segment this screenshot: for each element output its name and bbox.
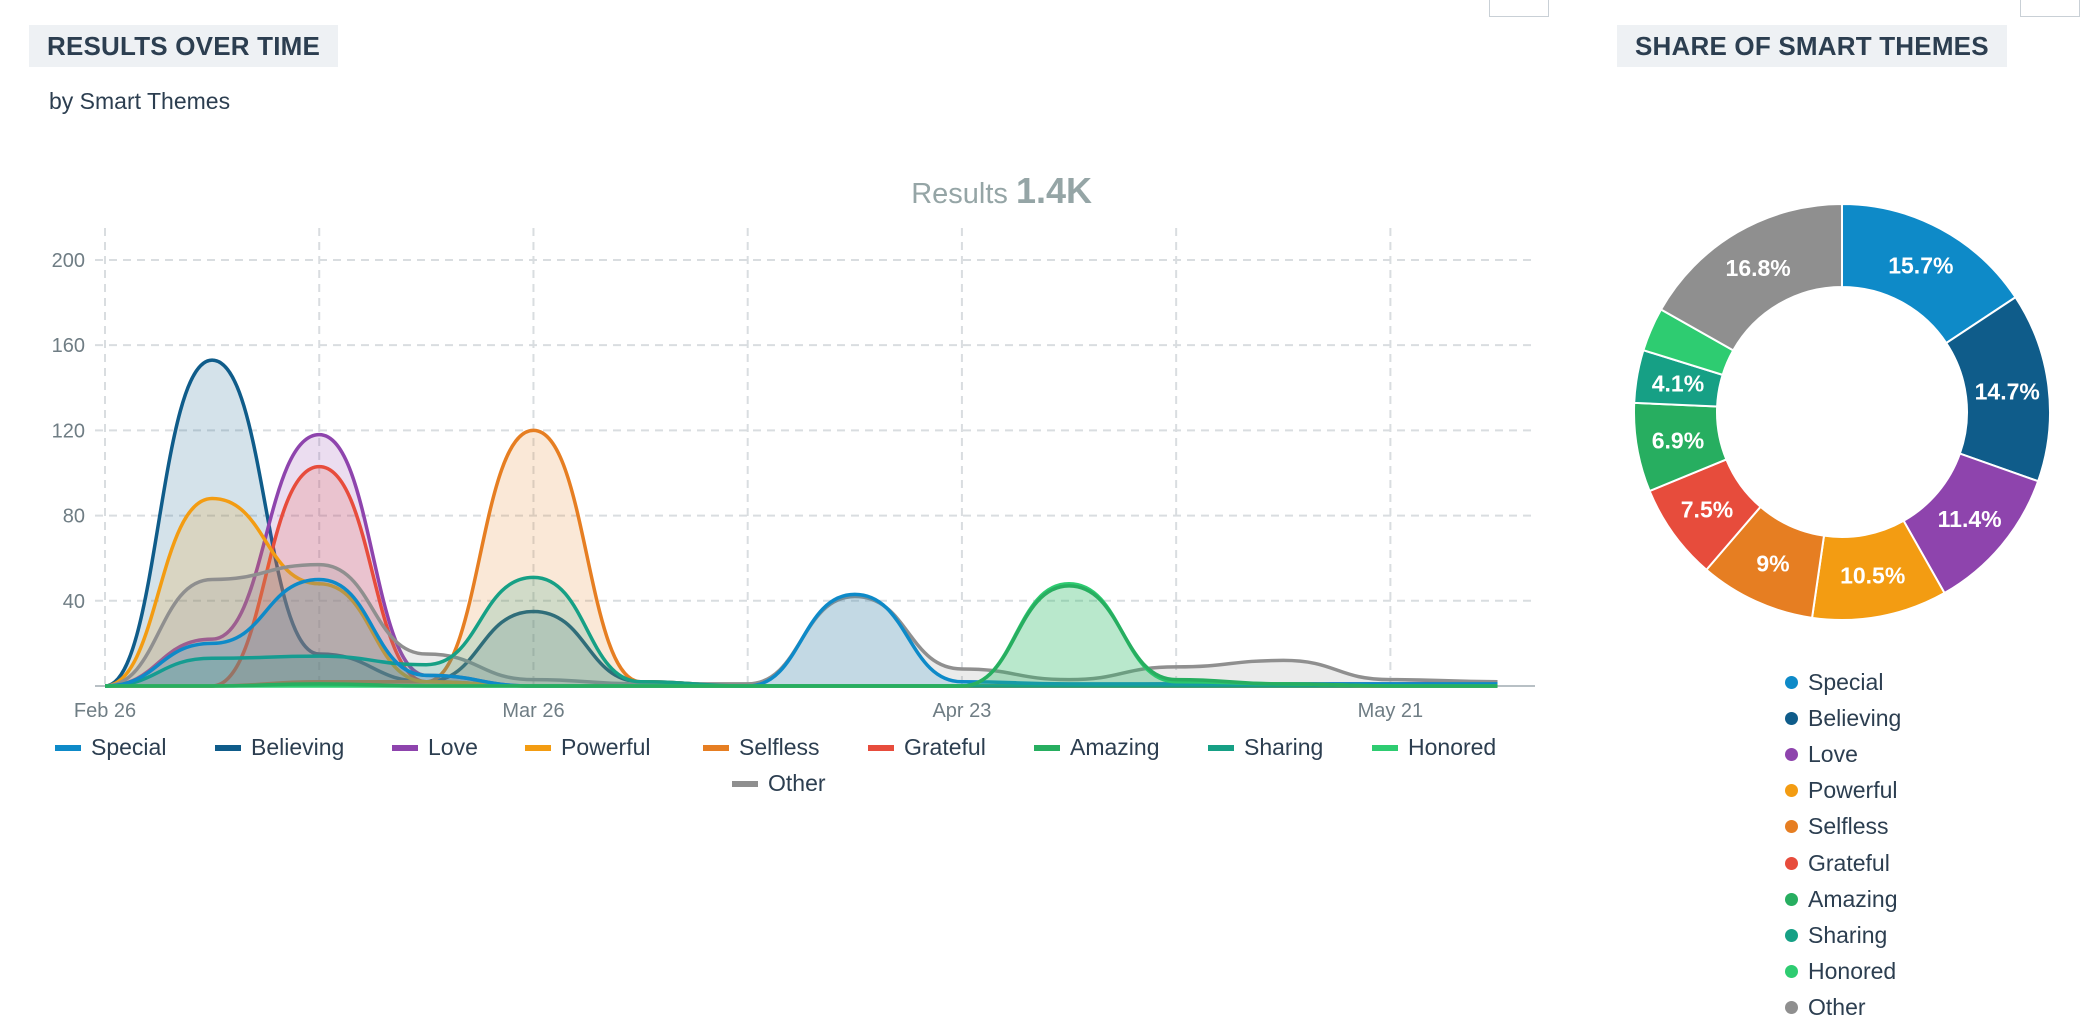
- donut-slice-label: 11.4%: [1938, 506, 2002, 532]
- panel-corner-control-right[interactable]: [2020, 0, 2080, 17]
- legend-dot: [1785, 892, 1798, 906]
- legend-label: Believing: [1808, 704, 1902, 731]
- results-over-time-title: RESULTS OVER TIME: [29, 25, 339, 67]
- legend-swatch: [732, 780, 758, 787]
- y-tick-label: 200: [52, 250, 85, 272]
- series-amazing: [105, 584, 1498, 688]
- legend-label: Honored: [1408, 734, 1497, 760]
- donut-legend-item-special[interactable]: Special: [1785, 664, 1901, 700]
- y-tick-label: 160: [52, 335, 85, 357]
- y-tick-label: 80: [63, 506, 85, 528]
- legend-label: Sharing: [1244, 734, 1324, 760]
- chart-grid: 40 80 120 160 200: [52, 228, 1535, 686]
- legend-item-love[interactable]: Love: [392, 734, 478, 761]
- series-area-powerful: [105, 498, 1498, 686]
- legend-swatch: [703, 744, 729, 751]
- series-area-special: [105, 579, 1498, 686]
- legend-label: Special: [1808, 668, 1884, 695]
- share-of-smart-themes-title: SHARE OF SMART THEMES: [1617, 25, 2007, 67]
- donut-slice-label: 15.7%: [1888, 252, 1953, 278]
- x-tick-label: Feb 26: [74, 700, 136, 722]
- donut-legend-item-honored[interactable]: Honored: [1785, 954, 1901, 990]
- legend-item-special[interactable]: Special: [55, 734, 166, 761]
- legend-item-grateful[interactable]: Grateful: [868, 734, 986, 761]
- donut-legend-item-selfless[interactable]: Selfless: [1785, 809, 1901, 845]
- legend-item-powerful[interactable]: Powerful: [525, 734, 650, 761]
- donut-slice-label: 4.1%: [1652, 370, 1704, 396]
- legend-swatch: [868, 744, 894, 751]
- donut-slice-other[interactable]: [1659, 202, 1843, 352]
- legend-label: Other: [768, 770, 826, 796]
- donut-legend-item-believing[interactable]: Believing: [1785, 700, 1901, 736]
- legend-dot: [1785, 928, 1798, 942]
- donut-legend-item-love[interactable]: Love: [1785, 736, 1901, 772]
- series-line-amazing: [105, 584, 1498, 688]
- donut-slice-label: 14.7%: [1975, 379, 2040, 405]
- donut-legend-item-powerful[interactable]: Powerful: [1785, 773, 1901, 809]
- legend-label: Grateful: [904, 734, 986, 760]
- results-over-time-chart: 40 80 120 160 200 Feb 26 Mar 26 Apr 23 May 21: [52, 228, 1535, 722]
- legend-dot: [1785, 675, 1798, 689]
- legend-label: Believing: [251, 734, 345, 760]
- legend-label: Sharing: [1808, 921, 1888, 948]
- results-total-label: Results: [911, 178, 1008, 210]
- legend-dot: [1785, 820, 1798, 834]
- legend-swatch: [1372, 744, 1398, 751]
- legend-label: Selfless: [739, 734, 820, 760]
- legend-dot: [1785, 1001, 1798, 1015]
- legend-label: Other: [1808, 994, 1866, 1021]
- panel-corner-control-left[interactable]: [1489, 0, 1549, 17]
- donut-slice-label: 9%: [1756, 551, 1789, 577]
- legend-dot: [1785, 965, 1798, 979]
- legend-item-selfless[interactable]: Selfless: [703, 734, 820, 761]
- series-area-love: [105, 434, 1498, 686]
- donut-legend-item-other[interactable]: Other: [1785, 990, 1901, 1026]
- series-area-sharing: [105, 577, 1498, 686]
- legend-swatch: [55, 744, 81, 751]
- x-tick-label: Mar 26: [502, 700, 564, 722]
- share-of-smart-themes-legend: Special Believing Love Powerful Selfless Grat…: [1785, 664, 1901, 1026]
- donut-slice-label: 6.9%: [1652, 428, 1704, 454]
- results-over-time-subtitle: by Smart Themes: [49, 88, 231, 114]
- donut-slice-label: 7.5%: [1681, 496, 1733, 522]
- legend-swatch: [215, 744, 241, 751]
- legend-item-sharing[interactable]: Sharing: [1208, 734, 1323, 761]
- legend-swatch: [1208, 744, 1234, 751]
- legend-dot: [1785, 711, 1798, 725]
- y-tick-label: 40: [63, 591, 85, 613]
- legend-label: Powerful: [561, 734, 651, 760]
- legend-label: Grateful: [1808, 849, 1890, 876]
- results-total-value: 1.4K: [1015, 170, 1092, 211]
- series-area-grateful: [105, 466, 1498, 686]
- donut-legend-item-grateful[interactable]: Grateful: [1785, 845, 1901, 881]
- legend-label: Honored: [1808, 958, 1897, 985]
- donut-legend-item-sharing[interactable]: Sharing: [1785, 917, 1901, 953]
- legend-item-other[interactable]: Other: [732, 770, 826, 797]
- donut-slice-label: 16.8%: [1726, 255, 1791, 281]
- donut-legend-item-amazing[interactable]: Amazing: [1785, 881, 1901, 917]
- legend-item-believing[interactable]: Believing: [215, 734, 344, 761]
- legend-item-amazing[interactable]: Amazing: [1034, 734, 1159, 761]
- legend-label: Selfless: [1808, 813, 1889, 840]
- legend-dot: [1785, 747, 1798, 761]
- legend-item-honored[interactable]: Honored: [1372, 734, 1496, 761]
- series-area-other: [105, 564, 1498, 686]
- results-total: Results 1.4K: [911, 170, 1092, 212]
- legend-swatch: [525, 744, 551, 751]
- y-tick-label: 120: [52, 420, 85, 442]
- legend-dot: [1785, 856, 1798, 870]
- legend-swatch: [1034, 744, 1060, 751]
- legend-dot: [1785, 784, 1798, 798]
- x-tick-label: May 21: [1358, 700, 1424, 722]
- legend-label: Amazing: [1070, 734, 1160, 760]
- x-tick-label: Apr 23: [932, 700, 991, 722]
- legend-label: Amazing: [1808, 885, 1898, 912]
- legend-label: Love: [1808, 740, 1858, 767]
- legend-swatch: [392, 744, 418, 751]
- legend-label: Love: [428, 734, 478, 760]
- legend-label: Powerful: [1808, 777, 1898, 804]
- donut-slice-label: 10.5%: [1840, 563, 1905, 589]
- legend-label: Special: [91, 734, 167, 760]
